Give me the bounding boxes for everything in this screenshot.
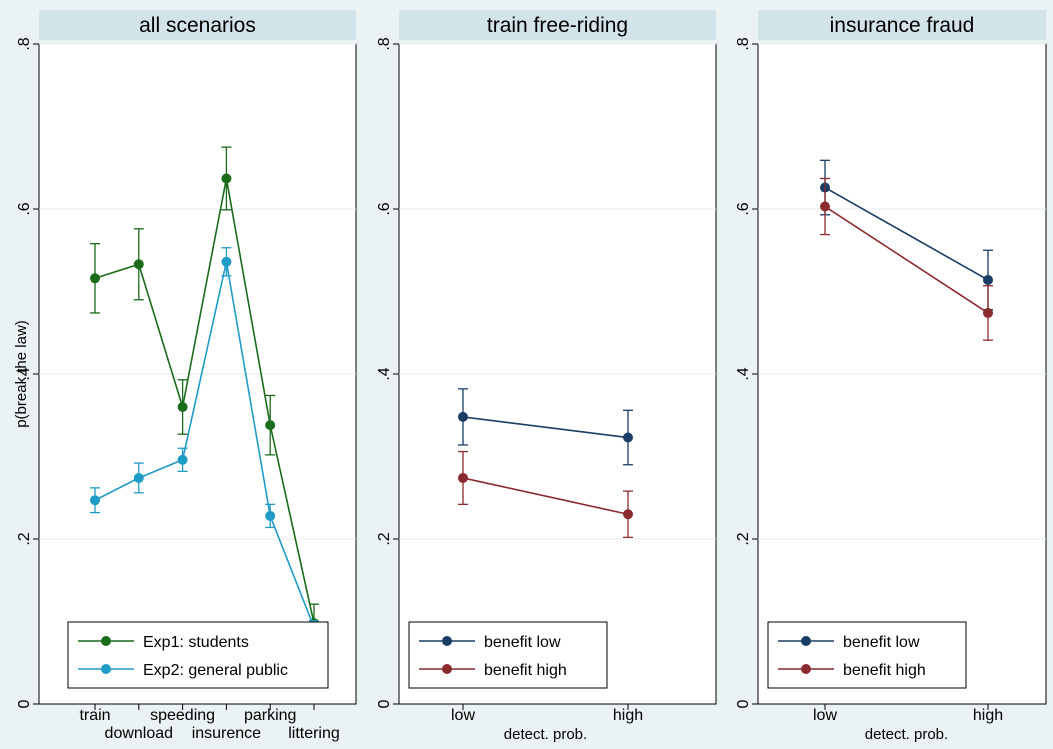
y-axis-label: p(break the law)	[13, 320, 30, 428]
panel-title-band	[39, 10, 356, 40]
x-axis-label: detect. prob.	[865, 726, 948, 743]
data-point	[133, 472, 144, 483]
data-point	[458, 472, 468, 483]
data-point	[221, 173, 232, 184]
x-tick-label: low	[451, 707, 475, 724]
y-tick-label: .2	[376, 532, 393, 545]
data-point	[133, 259, 144, 270]
legend-marker	[801, 636, 811, 646]
series-1	[458, 388, 633, 466]
y-tick-label: .4	[735, 367, 752, 380]
data-point	[623, 509, 633, 520]
data-point	[265, 510, 276, 521]
panel-1: all scenarios 0 .2 .4 .6 .8 p(break the law) tr…	[13, 10, 357, 742]
y-tick-label: .8	[376, 37, 393, 50]
x-tick-label: insurence	[192, 725, 261, 742]
series-line	[94, 261, 315, 628]
data-point	[820, 201, 830, 212]
series-line	[462, 477, 629, 516]
x-tick-label: speeding	[150, 707, 215, 724]
panel-title-band	[399, 10, 716, 40]
x-tick-label: parking	[244, 707, 296, 724]
x-tick-label: littering	[288, 725, 340, 742]
x-tick-label: train	[79, 707, 110, 724]
y-tick-label: .6	[735, 202, 752, 215]
y-tick-label: .6	[16, 202, 33, 215]
y-tick-label: 0	[16, 699, 33, 708]
y-tick-label: .8	[735, 37, 752, 50]
y-tick-label: 0	[735, 699, 752, 708]
panel-title-band	[758, 10, 1046, 40]
legend-label: Exp2: general public	[143, 662, 288, 679]
x-tick-label: high	[973, 707, 1003, 724]
legend-box	[408, 621, 608, 689]
data-point	[623, 432, 633, 443]
x-tick-label: low	[813, 707, 837, 724]
legend-marker	[442, 636, 452, 646]
y-tick-label: .8	[16, 37, 33, 50]
series-line	[824, 186, 989, 281]
legend-box	[67, 621, 329, 689]
legend-label: benefit low	[484, 634, 561, 651]
panel-3: insurance fraud 0 .2 .4 .6 .8 low high detect. p…	[735, 10, 1047, 743]
series-line	[824, 205, 989, 314]
legend-marker	[101, 664, 111, 674]
data-point	[983, 274, 993, 285]
y-tick-label: .2	[16, 532, 33, 545]
legend-label: benefit high	[484, 662, 567, 679]
panel-title: all scenarios	[139, 14, 256, 37]
series-2	[820, 177, 993, 341]
legend-label: benefit low	[843, 634, 920, 651]
legend-marker	[801, 664, 811, 674]
y-tick-label: .4	[16, 367, 33, 380]
legend-marker	[101, 636, 111, 646]
data-point	[265, 420, 276, 431]
series-line	[94, 178, 315, 624]
data-point	[177, 454, 188, 465]
x-tick-label: high	[613, 707, 643, 724]
data-point	[983, 307, 993, 318]
legend-label: benefit high	[843, 662, 926, 679]
data-point	[90, 273, 100, 284]
series-line	[462, 416, 629, 439]
data-point	[221, 256, 232, 267]
x-axis-label: detect. prob.	[504, 726, 587, 743]
panel-title: insurance fraud	[830, 14, 975, 37]
y-tick-label: .4	[376, 367, 393, 380]
panel-title: train free-riding	[487, 14, 628, 37]
y-tick-label: 0	[376, 699, 393, 708]
data-point	[90, 495, 100, 506]
y-tick-label: .6	[376, 202, 393, 215]
legend-marker	[442, 664, 452, 674]
y-tick-label: .2	[735, 532, 752, 545]
series-2	[458, 450, 633, 538]
series-1	[90, 146, 319, 643]
data-point	[177, 402, 188, 412]
panel-2: train free-riding 0 .2 .4 .6 .8 low high detect.…	[376, 10, 717, 743]
x-tick-label: download	[105, 725, 174, 742]
legend-box	[767, 621, 967, 689]
data-point	[458, 411, 468, 422]
legend-label: Exp1: students	[143, 634, 249, 651]
